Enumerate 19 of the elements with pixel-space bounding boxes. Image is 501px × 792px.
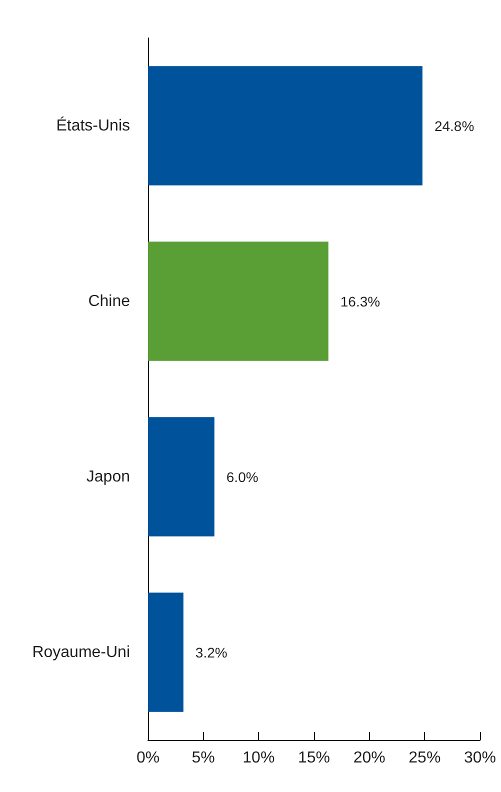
x-tick-label: 15% <box>298 750 330 766</box>
data-label: 3.2% <box>195 644 228 660</box>
x-tick-label: 20% <box>353 750 386 766</box>
bar <box>148 417 214 536</box>
bar <box>148 242 328 361</box>
x-tick-label: 30% <box>464 750 496 766</box>
x-tick-label: 0% <box>136 750 160 766</box>
data-label: 6.0% <box>226 468 258 485</box>
bar <box>148 592 184 712</box>
x-tick-label: 25% <box>408 750 441 766</box>
y-tick-label: Chine <box>88 292 130 310</box>
bar <box>148 66 422 186</box>
data-label: 24.8% <box>434 118 474 134</box>
data-label: 16.3% <box>340 293 380 310</box>
y-tick-label: États-Unis <box>56 116 130 134</box>
y-tick-label: Japon <box>86 468 130 486</box>
y-tick-label: Royaume-Uni <box>32 644 130 661</box>
x-tick-label: 5% <box>192 750 215 766</box>
x-tick-label: 10% <box>242 750 275 766</box>
